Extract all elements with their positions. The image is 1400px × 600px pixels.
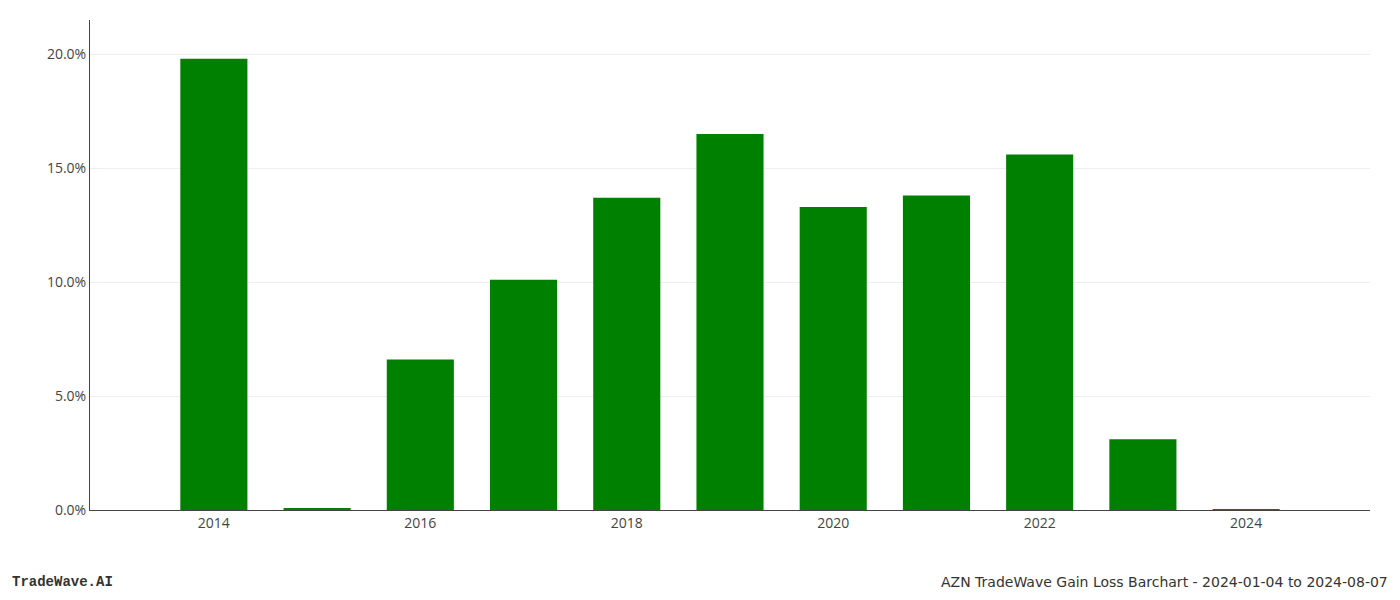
svg-text:2018: 2018 bbox=[611, 513, 643, 532]
svg-text:15.0%: 15.0% bbox=[47, 158, 86, 177]
svg-text:20.0%: 20.0% bbox=[47, 44, 86, 63]
svg-text:0.0%: 0.0% bbox=[55, 500, 86, 519]
svg-text:AZN TradeWave Gain Loss Barcha: AZN TradeWave Gain Loss Barchart - 2024-… bbox=[941, 574, 1388, 590]
svg-text:5.0%: 5.0% bbox=[55, 386, 86, 405]
svg-text:10.0%: 10.0% bbox=[47, 272, 86, 291]
svg-text:2014: 2014 bbox=[198, 513, 230, 532]
svg-text:2016: 2016 bbox=[404, 513, 436, 532]
svg-text:2022: 2022 bbox=[1024, 513, 1056, 532]
svg-text:2024: 2024 bbox=[1230, 513, 1262, 532]
svg-text:2020: 2020 bbox=[817, 513, 849, 532]
svg-text:TradeWave.AI: TradeWave.AI bbox=[12, 574, 113, 590]
